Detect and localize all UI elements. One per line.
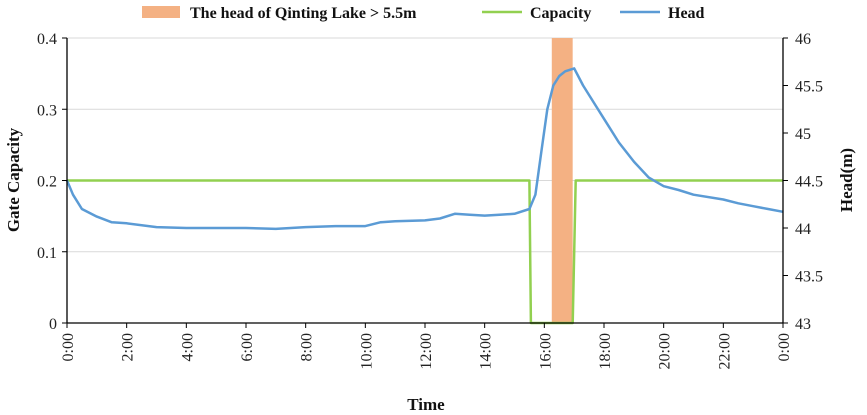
x-tick-label: 6:00 [239, 333, 256, 361]
head-series-line [65, 67, 784, 231]
x-tick-label: 8:00 [299, 333, 316, 361]
y-left-tick-label: 0 [49, 316, 57, 333]
legend-highlight-swatch [142, 6, 180, 18]
y-right-tick-label: 43 [795, 316, 811, 333]
x-tick-label: 12:00 [418, 333, 435, 369]
y-right-tick-label: 43.5 [795, 269, 823, 286]
x-tick-label: 0:00 [776, 333, 793, 361]
x-tick-label: 4:00 [179, 333, 196, 361]
x-tick-label: 0:00 [60, 333, 77, 361]
x-tick-label: 2:00 [120, 333, 137, 361]
y-axis-right-title: Head(m) [837, 148, 856, 212]
highlight-band-group [551, 38, 573, 323]
x-tick-label: 14:00 [478, 333, 495, 369]
y-right-tick-label: 44.5 [795, 174, 823, 191]
legend-highlight-label: The head of Qinting Lake > 5.5m [190, 5, 417, 22]
x-tick-label: 20:00 [657, 333, 674, 369]
x-tick-label: 10:00 [358, 333, 375, 369]
y-axis-left-title: Gate Capacity [4, 127, 23, 232]
y-right-tick-label: 45 [795, 126, 811, 143]
y-left-tick-label: 0.4 [37, 31, 57, 48]
x-tick-label: 18:00 [597, 333, 614, 369]
y-right-tick-label: 44 [795, 221, 811, 238]
legend: The head of Qinting Lake > 5.5m Capacity… [142, 5, 705, 22]
y-left-tick-label: 0.3 [37, 102, 57, 119]
y-left-tick-label: 0.1 [37, 245, 57, 262]
y-right-tick-label: 45.5 [795, 79, 823, 96]
series-group [65, 67, 784, 325]
legend-capacity-label: Capacity [530, 5, 591, 22]
y-left-tick-label: 0.2 [37, 174, 57, 191]
y-right-tick-label: 46 [795, 31, 811, 48]
highlight-band [551, 38, 573, 323]
x-axis-title: Time [407, 395, 445, 414]
axes [62, 37, 788, 328]
tick-labels: 0:00 2:00 4:00 6:00 8:00 10:00 12:00 14:00 16:00… [37, 31, 823, 369]
legend-head-label: Head [668, 5, 705, 22]
x-tick-label: 16:00 [537, 333, 554, 369]
x-tick-label: 22:00 [716, 333, 733, 369]
